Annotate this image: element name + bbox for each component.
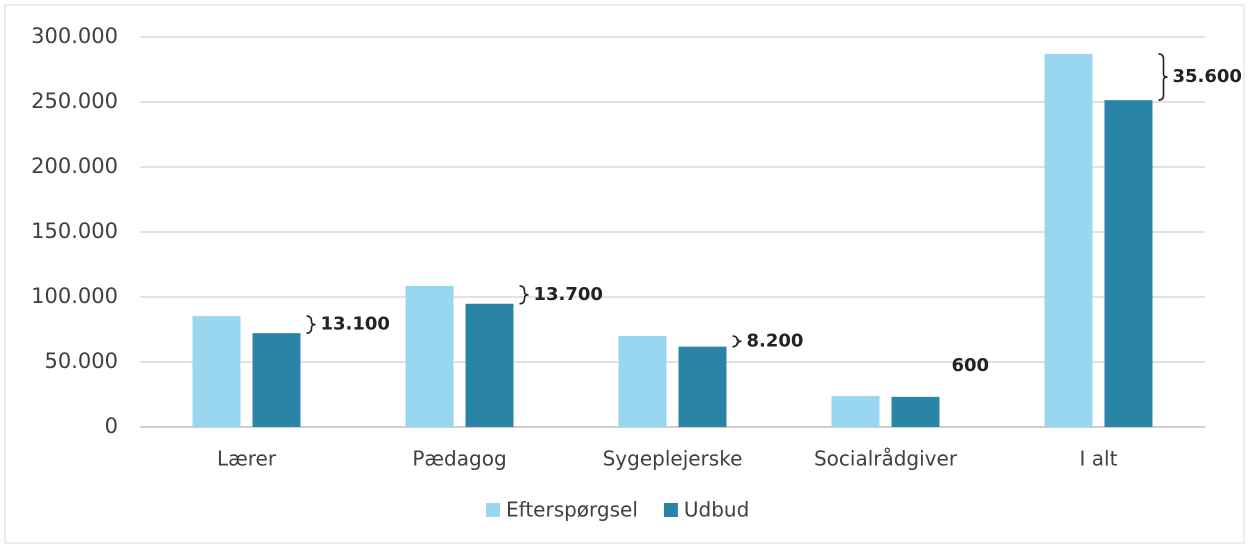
x-tick-label: I alt	[1080, 447, 1118, 471]
bar	[618, 336, 667, 427]
bracket	[306, 315, 316, 334]
annotation: 13.100	[321, 314, 390, 335]
bar	[831, 396, 880, 427]
y-tick-label: 300.000	[31, 24, 118, 48]
y-tick-label: 0	[105, 414, 118, 438]
bar	[405, 285, 454, 427]
bar	[192, 316, 241, 427]
annotation: 600	[952, 355, 990, 376]
x-tick-label: Socialrådgiver	[814, 447, 958, 471]
annotation: 13.700	[534, 284, 603, 305]
x-tick-label: Sygeplejerske	[603, 447, 743, 471]
y-tick-label: 250.000	[31, 89, 118, 113]
bar	[891, 396, 940, 427]
legend-swatch	[486, 503, 500, 517]
y-tick-label: 200.000	[31, 154, 118, 178]
legend-label: Udbud	[684, 498, 749, 522]
y-tick-label: 100.000	[31, 284, 118, 308]
bracket	[1158, 53, 1168, 101]
annotation: 8.200	[747, 330, 804, 351]
bar	[465, 303, 514, 427]
bar	[678, 346, 727, 427]
x-tick-label: Pædagog	[412, 447, 506, 471]
y-tick-label: 150.000	[31, 219, 118, 243]
bar	[252, 333, 301, 427]
y-tick-label: 50.000	[45, 349, 118, 373]
x-tick-label: Lærer	[217, 447, 277, 471]
legend-label: Efterspørgsel	[506, 498, 638, 522]
bracket	[519, 285, 529, 305]
legend-swatch	[663, 503, 678, 517]
bar	[1044, 53, 1093, 428]
annotation: 35.600	[1173, 66, 1242, 87]
bar	[1104, 100, 1153, 428]
bracket	[732, 335, 742, 348]
chart-border	[4, 4, 1245, 544]
